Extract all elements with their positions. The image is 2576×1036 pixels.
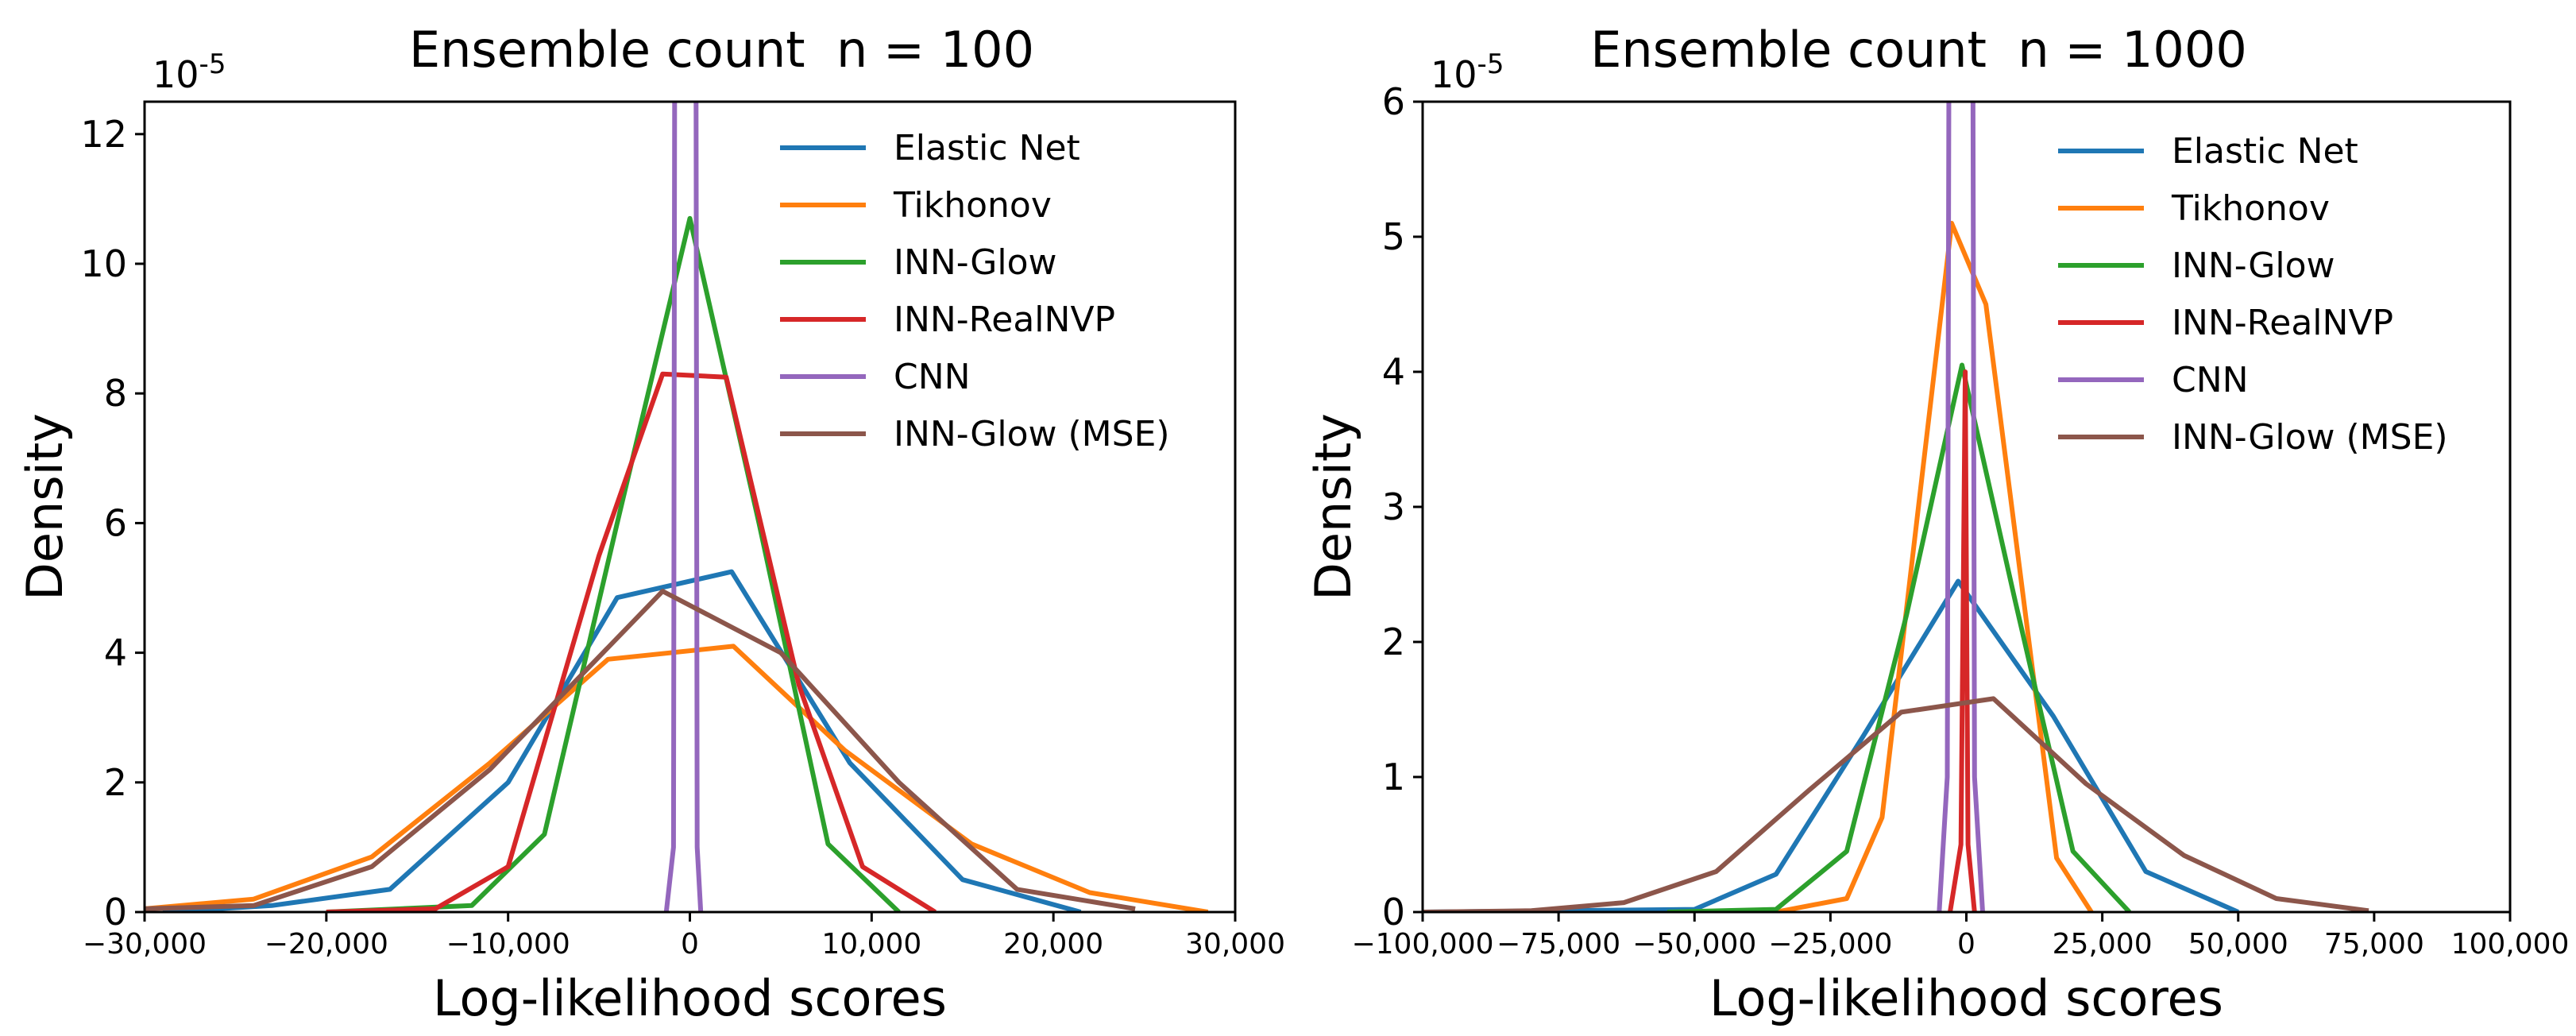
series-line [1948,369,1977,912]
series-line [326,371,937,912]
y-tick-label: 0 [104,891,127,934]
x-tick-label: −25,000 [1768,928,1892,961]
series-line [145,644,1209,912]
legend-label: INN-RealNVP [2172,303,2393,343]
x-axis-label: Log-likelihood scores [1709,969,2223,1027]
y-axis-label: Density [16,413,74,601]
x-tick-label: 20,000 [1003,928,1103,961]
y-tick-label: 0 [1382,891,1405,934]
chart: −100,000 −75,000 −50,000 −25,000 0 25,000 50,0… [1304,21,2570,1027]
y-tick-label: 2 [104,761,127,804]
legend-label: Tikhonov [2171,188,2330,229]
series-line [1666,362,2131,912]
legend-label: INN-RealNVP [894,300,1115,340]
plot-lines [1423,102,2369,912]
x-tick-label: 25,000 [2053,928,2153,961]
x-tick-label: 0 [681,928,699,961]
legend-label: INN-Glow [2172,245,2335,286]
x-tick-label: −50,000 [1632,928,1756,961]
legend-label: CNN [894,357,971,397]
series-line [145,589,1136,911]
y-tick-label: 4 [104,632,127,675]
x-tick-label: 30,000 [1185,928,1285,961]
y-multiplier: 10-5 [153,48,226,96]
series-line [1775,221,2094,912]
multiplier-base: 10 [153,53,199,96]
legend-label: INN-Glow [894,242,1057,283]
chart-title: Ensemble count n = 1000 [1590,21,2247,79]
y-multiplier: 10-5 [1431,48,1504,96]
y-tick-label: 2 [1382,620,1405,663]
legend-label: Elastic Net [2172,131,2358,172]
x-axis-label: Log-likelihood scores [433,969,947,1027]
series-line [1423,578,2240,912]
y-tick-label: 6 [104,501,127,544]
legend-label: INN-Glow (MSE) [2172,417,2448,458]
multiplier-exponent: -5 [1477,48,1504,80]
y-tick-label: 10 [80,242,127,285]
multiplier-base: 10 [1431,53,1477,96]
x-tick-label: −30,000 [83,928,207,961]
series-line [326,215,901,912]
y-tick-label: 12 [80,113,127,156]
legend-label: Tikhonov [893,185,1052,226]
y-tick-label: 1 [1382,756,1405,798]
y-tick-label: 3 [1382,485,1405,528]
x-tick-label: 100,000 [2451,928,2570,961]
x-tick-label: −100,000 [1351,928,1493,961]
y-axis-label: Density [1304,413,1362,601]
x-tick-label: −10,000 [446,928,570,961]
x-tick-label: −20,000 [265,928,388,961]
x-tick-label: −75,000 [1497,928,1620,961]
series-line [1423,696,2369,912]
legend-label: Elastic Net [894,128,1080,168]
plot-lines [145,102,1209,912]
chart: −30,000 −20,000 −10,000 0 10,000 20,000 30,000… [16,21,1285,1027]
series-line [1937,102,1985,912]
legend-label: INN-Glow (MSE) [894,414,1170,454]
x-tick-label: 0 [1957,928,1975,961]
x-tick-label: 10,000 [821,928,921,961]
y-tick-label: 6 [1382,80,1405,123]
y-tick-label: 4 [1382,350,1405,393]
y-tick-label: 5 [1382,215,1405,258]
x-tick-label: 75,000 [2324,928,2424,961]
series-line [663,102,704,912]
y-tick-label: 8 [104,372,127,415]
multiplier-exponent: -5 [199,48,226,80]
x-tick-label: 50,000 [2188,928,2288,961]
series-line [162,569,1082,912]
legend-label: CNN [2172,360,2249,400]
chart-title: Ensemble count n = 100 [409,21,1034,79]
